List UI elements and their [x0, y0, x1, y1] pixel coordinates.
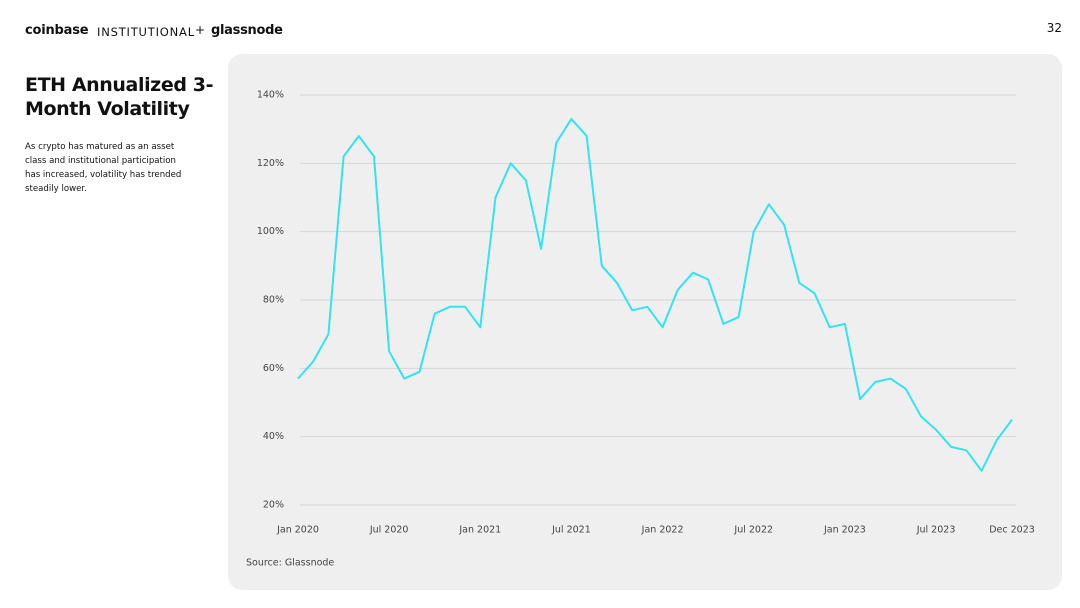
x-tick-label: Jul 2023: [916, 525, 956, 536]
x-tick-label: Dec 2023: [989, 525, 1035, 536]
y-tick-label: 20%: [263, 500, 284, 511]
x-tick-label: Jul 2021: [551, 525, 591, 536]
x-tick-label: Jan 2023: [823, 525, 866, 536]
x-tick-label: Jul 2022: [733, 525, 773, 536]
brand: coinbase: [25, 23, 89, 38]
x-tick-label: Jan 2020: [276, 525, 319, 536]
y-tick-label: 140%: [257, 90, 284, 101]
y-tick-label: 80%: [263, 295, 284, 306]
source: Source: Glassnode: [246, 558, 334, 569]
x-tick-label: Jul 2020: [369, 525, 409, 536]
y-tick-label: 100%: [257, 226, 284, 237]
chart-title: ETH Annualized 3-Month Volatility: [25, 74, 214, 120]
data-line: [297, 117, 1013, 472]
x-tick-label: Jan 2021: [458, 525, 501, 536]
y-tick-label: 120%: [257, 158, 284, 169]
partner: glassnode: [211, 23, 283, 38]
y-tick-label: 40%: [263, 431, 284, 442]
chart-subtitle: As crypto has matured as an asset class …: [25, 142, 182, 194]
page-number: 32: [1046, 21, 1062, 35]
y-tick-label: 60%: [263, 363, 284, 374]
chart-panel: [228, 54, 1062, 590]
x-tick-label: Jan 2022: [641, 525, 684, 536]
brand-sub: INSTITUTIONAL: [97, 25, 195, 39]
plus: +: [195, 23, 206, 37]
